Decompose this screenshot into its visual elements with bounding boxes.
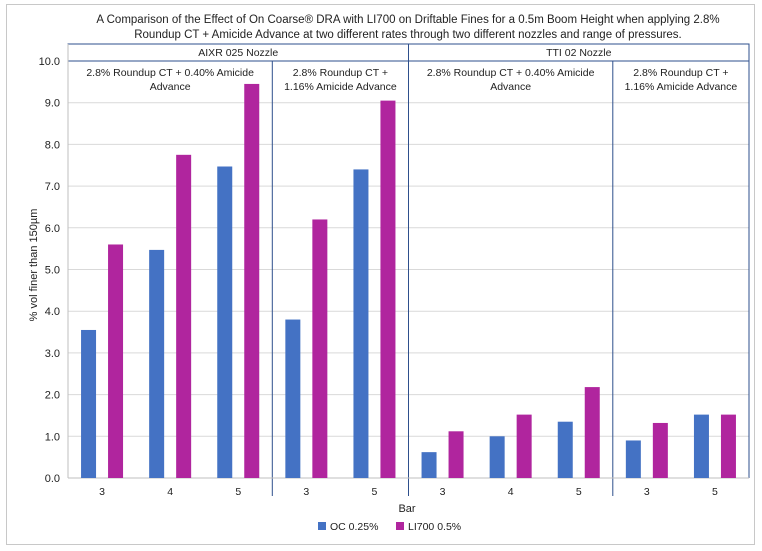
y-tick-label: 5.0 [45,265,60,277]
bar-oc [489,436,505,478]
bar-oc [421,452,437,478]
bar-li700 [176,154,192,478]
legend: OC 0.25% LI700 0.5% [318,521,461,533]
chart-title: A Comparison of the Effect of On Coarse®… [96,14,719,41]
y-tick-label: 8.0 [45,139,60,151]
bar-oc [217,166,233,478]
y-tick-label: 10.0 [39,56,60,68]
chart-title-line-1: A Comparison of the Effect of On Coarse®… [96,14,719,26]
x-tick-label: 5 [372,486,378,498]
bar-li700 [584,387,600,478]
y-axis-label: % vol finer than 150µm [28,209,40,322]
chart-title-line-2: Roundup CT + Amicide Advance at two diff… [134,29,682,41]
panel-label: 2.8% Roundup CT + 0.40% Amicide [427,67,595,79]
bar-li700 [108,244,124,478]
bar-li700 [244,83,260,478]
x-tick-label: 5 [576,486,582,498]
panel-label: 1.16% Amicide Advance [284,81,397,93]
y-tick-label: 4.0 [45,306,60,318]
labels: 0.0 1.0 2.0 3.0 4.0 5.0 6.0 7.0 8.0 9.0 10.0 AIXR 0… [39,47,738,498]
x-tick-label: 4 [508,486,514,498]
panel-structure [67,43,750,496]
legend-label-oc: OC 0.25% [330,521,378,533]
bar-li700 [652,422,668,478]
bar-li700 [380,100,396,479]
bar-li700 [312,219,328,478]
y-tick-label: 0.0 [45,473,60,485]
x-tick-label: 5 [235,486,241,498]
x-tick-label: 3 [644,486,650,498]
legend-label-li700: LI700 0.5% [408,521,461,533]
bar-oc [693,414,709,478]
x-tick-label: 3 [303,486,309,498]
panel-label: 2.8% Roundup CT + [633,67,728,79]
y-tick-label: 3.0 [45,348,60,360]
panel-label: Advance [150,81,191,93]
x-tick-label: 3 [440,486,446,498]
legend-swatch-oc [318,522,326,530]
panel-label: 2.8% Roundup CT + [293,67,388,79]
y-tick-label: 2.0 [45,390,60,402]
bar-li700 [720,414,736,478]
bar-oc [353,169,369,479]
nozzle-label: TTI 02 Nozzle [546,47,612,59]
x-tick-label: 5 [712,486,718,498]
y-tick-label: 6.0 [45,223,60,235]
panel-label: 1.16% Amicide Advance [625,81,738,93]
bar-li700 [516,414,532,478]
x-tick-label: 3 [99,486,105,498]
panel-label: Advance [490,81,531,93]
panel-label: 2.8% Roundup CT + 0.40% Amicide [86,67,254,79]
bar-oc [625,440,641,478]
y-tick-label: 7.0 [45,181,60,193]
x-axis-label: Bar [398,503,415,515]
bar-oc [149,249,165,478]
bar-oc [81,329,97,478]
nozzle-label: AIXR 025 Nozzle [198,47,278,59]
bars [81,83,736,479]
x-tick-label: 4 [167,486,173,498]
bar-oc [557,421,573,478]
y-tick-label: 9.0 [45,98,60,110]
bar-li700 [448,431,464,478]
y-tick-label: 1.0 [45,431,60,443]
legend-swatch-li700 [396,522,404,530]
bar-oc [285,319,301,478]
